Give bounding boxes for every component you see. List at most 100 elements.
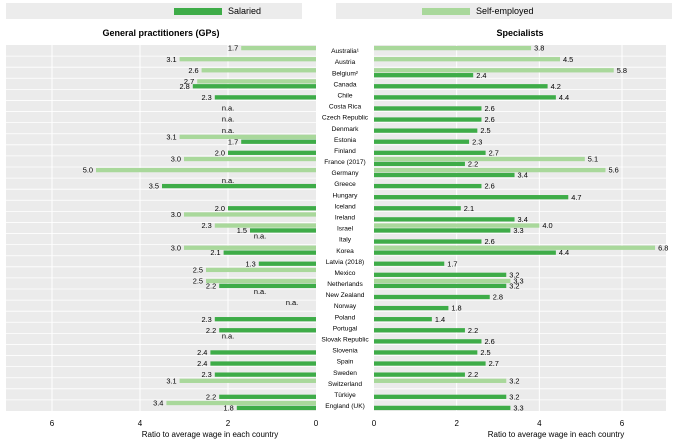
value-label-gps-salaried: 2.8 xyxy=(180,82,190,91)
value-label-gps-salaried: 2.1 xyxy=(210,248,220,257)
bar-gps-self-employed xyxy=(201,68,316,73)
bar-gps-salaried xyxy=(219,283,316,289)
axis-title-specialists: Ratio to average wage in each country xyxy=(488,430,625,439)
bar-specialists-salaried xyxy=(374,283,507,289)
value-label-specialists-salaried: 2.5 xyxy=(480,126,490,135)
bar-specialists-salaried xyxy=(374,394,507,399)
bar-specialists-salaried xyxy=(374,172,515,178)
na-label-gps: n.a. xyxy=(286,298,298,307)
bar-specialists-salaried xyxy=(374,150,486,155)
bar-specialists-self-employed xyxy=(374,68,614,73)
value-label-gps-salaried: 1.3 xyxy=(246,259,256,268)
value-label-specialists-salaried: 2.6 xyxy=(484,337,494,346)
bar-specialists-salaried xyxy=(374,84,548,89)
value-label-specialists-self-employed: 6.8 xyxy=(658,243,668,252)
bar-specialists-salaried xyxy=(374,361,486,366)
bar-gps-self-employed xyxy=(206,278,316,284)
bar-gps-self-employed xyxy=(179,378,316,383)
value-label-specialists-salaried: 2.7 xyxy=(489,148,499,157)
axis-title-gps: Ratio to average wage in each country xyxy=(142,430,279,439)
bar-specialists-salaried xyxy=(374,183,482,189)
bar-gps-salaried xyxy=(162,183,316,189)
bar-specialists-salaried xyxy=(374,117,482,122)
na-label-gps: n.a. xyxy=(222,176,234,185)
panel-specialists xyxy=(374,45,666,411)
value-label-specialists-salaried: 2.4 xyxy=(476,71,486,80)
country-label: Norway xyxy=(334,303,357,310)
value-label-gps-self-employed: 3.0 xyxy=(171,155,181,164)
value-label-specialists-salaried: 4.2 xyxy=(551,82,561,91)
bar-specialists-salaried xyxy=(374,294,490,300)
value-label-specialists-salaried: 4.4 xyxy=(559,248,569,257)
value-label-specialists-salaried: 3.3 xyxy=(513,404,523,413)
value-label-specialists-salaried: 1.7 xyxy=(447,259,457,268)
bar-gps-salaried xyxy=(210,361,316,366)
bar-gps-salaried xyxy=(219,328,316,333)
country-label: Italy xyxy=(339,237,352,244)
bar-specialists-self-employed xyxy=(374,156,585,162)
country-label: Austria xyxy=(335,59,356,66)
bar-specialists-salaried xyxy=(374,305,449,311)
value-label-gps-salaried: 2.3 xyxy=(202,93,212,102)
value-label-specialists-salaried: 2.8 xyxy=(493,293,503,302)
value-label-gps-self-employed: 2.6 xyxy=(188,66,198,75)
value-label-specialists-salaried: 3.3 xyxy=(513,226,523,235)
country-label: Switzerland xyxy=(328,381,362,388)
bar-gps-self-employed xyxy=(214,223,316,228)
bar-specialists-salaried xyxy=(374,328,465,333)
bar-gps-self-employed xyxy=(184,156,316,162)
value-label-gps-salaried: 1.8 xyxy=(224,404,234,413)
bar-gps-salaried xyxy=(241,139,316,144)
bar-gps-salaried xyxy=(236,405,316,411)
country-label: Israel xyxy=(337,226,354,233)
value-label-specialists-salaried: 2.6 xyxy=(484,104,494,113)
value-label-specialists-salaried: 2.6 xyxy=(484,237,494,246)
value-label-specialists-self-employed: 3.3 xyxy=(513,277,523,286)
tick-label-specialists: 6 xyxy=(620,419,625,428)
legend-bar-salaried xyxy=(6,3,302,19)
bar-gps-salaried xyxy=(250,228,316,233)
bar-specialists-salaried xyxy=(374,206,461,211)
legend-label-self-employed: Self-employed xyxy=(476,6,534,16)
bar-specialists-salaried xyxy=(374,95,556,100)
value-label-gps-self-employed: 3.1 xyxy=(166,55,176,64)
value-label-gps-self-employed: 2.3 xyxy=(202,221,212,230)
na-label-gps: n.a. xyxy=(254,287,266,296)
na-label-gps: n.a. xyxy=(222,332,234,341)
country-label: France (2017) xyxy=(324,159,365,166)
value-label-specialists-self-employed: 3.8 xyxy=(534,44,544,53)
country-label: Belgium² xyxy=(332,70,359,77)
tick-label-specialists: 0 xyxy=(372,419,377,428)
bar-gps-self-employed xyxy=(206,267,316,273)
country-label: Latvia (2018) xyxy=(326,259,365,266)
bar-gps-salaried xyxy=(214,372,316,377)
country-label: Czech Republic xyxy=(322,115,369,122)
panel-gps xyxy=(6,45,316,411)
value-label-specialists-salaried: 3.4 xyxy=(518,215,528,224)
bar-gps-salaried xyxy=(228,206,316,211)
bar-gps-self-employed xyxy=(241,45,316,51)
country-label: Portugal xyxy=(333,325,358,332)
value-label-specialists-salaried: 2.2 xyxy=(468,326,478,335)
value-label-gps-salaried: 1.7 xyxy=(228,137,238,146)
bar-specialists-self-employed xyxy=(374,45,532,51)
value-label-specialists-salaried: 2.6 xyxy=(484,182,494,191)
bar-gps-self-employed xyxy=(166,400,316,406)
country-label: Australia¹ xyxy=(331,48,360,55)
bar-specialists-self-employed xyxy=(374,223,540,228)
value-label-gps-self-employed: 2.5 xyxy=(193,266,203,275)
value-label-specialists-salaried: 3.2 xyxy=(509,270,519,279)
value-label-gps-salaried: 2.3 xyxy=(202,315,212,324)
bar-specialists-salaried xyxy=(374,405,511,411)
bar-gps-salaried xyxy=(219,394,316,399)
bar-gps-salaried xyxy=(214,95,316,100)
bar-gps-salaried xyxy=(228,150,316,155)
bar-specialists-salaried xyxy=(374,250,556,255)
bar-specialists-salaried xyxy=(374,372,465,377)
bar-specialists-salaried xyxy=(374,195,569,200)
bar-gps-salaried xyxy=(210,350,316,355)
tick-label-gps: 2 xyxy=(226,419,231,428)
value-label-specialists-salaried: 2.2 xyxy=(468,370,478,379)
value-label-specialists-salaried: 3.2 xyxy=(509,282,519,291)
bar-specialists-salaried xyxy=(374,161,465,167)
